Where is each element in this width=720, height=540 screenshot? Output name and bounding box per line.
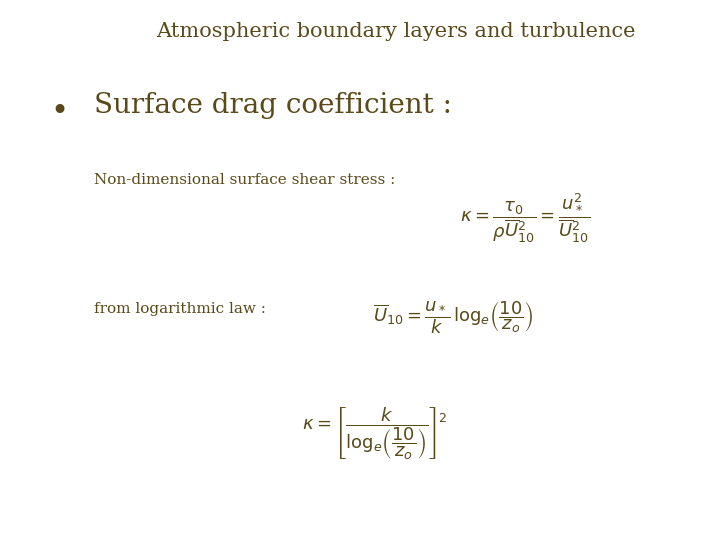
- Text: Non-dimensional surface shear stress :: Non-dimensional surface shear stress :: [94, 173, 395, 187]
- Text: $\kappa = \dfrac{\tau_0}{\rho \overline{U}_{10}^{2}} = \dfrac{u_*^2}{\overline{U: $\kappa = \dfrac{\tau_0}{\rho \overline{…: [461, 192, 590, 245]
- Text: •: •: [50, 97, 68, 128]
- Text: $\overline{U}_{10} = \dfrac{u_*}{k}\,\log_e\!\left(\dfrac{10}{z_o}\right)$: $\overline{U}_{10} = \dfrac{u_*}{k}\,\lo…: [373, 300, 534, 336]
- Text: from logarithmic law :: from logarithmic law :: [94, 302, 266, 316]
- Text: $\kappa = \left[\dfrac{k}{\log_e\!\left(\dfrac{10}{z_o}\right)}\right]^{\!2}$: $\kappa = \left[\dfrac{k}{\log_e\!\left(…: [302, 405, 447, 461]
- Text: Surface drag coefficient :: Surface drag coefficient :: [94, 92, 451, 119]
- Text: Atmospheric boundary layers and turbulence: Atmospheric boundary layers and turbulen…: [156, 22, 636, 40]
